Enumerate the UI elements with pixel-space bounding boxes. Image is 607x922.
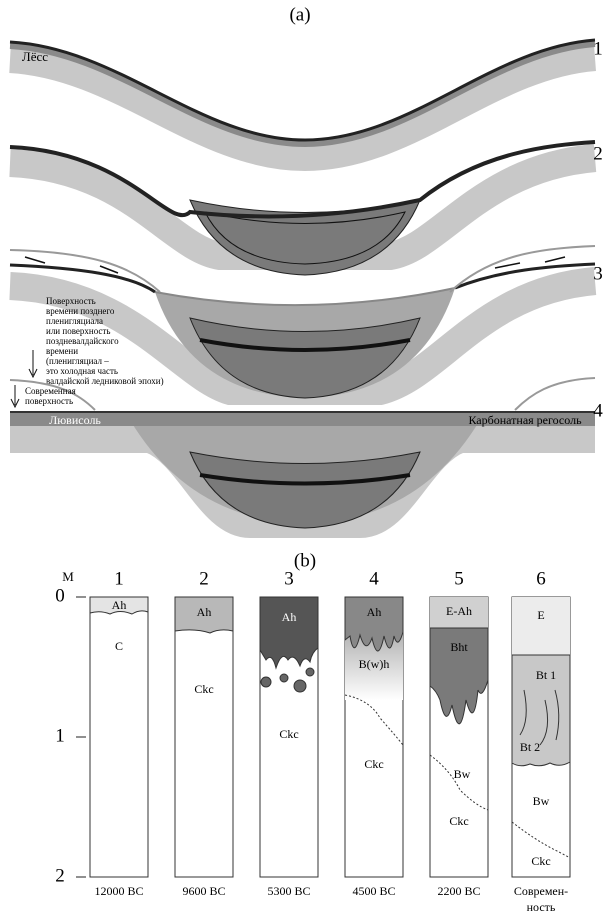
panel-label: (b) — [294, 550, 316, 571]
horizon-label: Ah — [282, 610, 297, 624]
column-texts: 1 Ah C 12000 BC 2 Ah Ckc 9600 BC 3 Ah Ck… — [94, 568, 568, 913]
horizon-label: Ah — [112, 598, 127, 612]
column-number: 5 — [454, 568, 464, 589]
axis-tick-label: 1 — [55, 725, 65, 746]
luvisol-label: Лювисоль — [49, 413, 101, 427]
date-label: 2200 BC — [437, 884, 480, 898]
row-number: 3 — [593, 263, 603, 284]
horizon-label: Bt 2 — [520, 740, 540, 754]
annotation-line: или поверхность — [46, 326, 110, 336]
date-label: 12000 BC — [94, 884, 143, 898]
row-number: 4 — [593, 400, 603, 421]
column-number: 2 — [199, 568, 209, 589]
modern-surface-label: поверхность — [25, 396, 73, 406]
date-label: 5300 BC — [267, 884, 310, 898]
horizon-label: Ckc — [364, 757, 383, 771]
date-label: Современ- — [514, 884, 568, 898]
column-number: 6 — [536, 568, 546, 589]
axis-unit: М — [62, 569, 74, 584]
axis-ticks — [76, 597, 86, 877]
column-number: 3 — [284, 568, 294, 589]
horizon-label: Ah — [367, 605, 382, 619]
horizon-label: C — [115, 639, 123, 653]
date-label: ность — [527, 900, 556, 914]
horizon-label: E-Ah — [446, 604, 472, 618]
horizon-label: Bw — [533, 794, 550, 808]
annotation-line: поздневалдайского — [46, 336, 119, 346]
modern-surface-label: Современная — [25, 386, 76, 396]
horizon-label: Bw — [454, 767, 471, 781]
panel-label: (a) — [289, 4, 310, 25]
row-number: 1 — [593, 38, 603, 59]
figure: (a) Лёсс Поверхность времени позднего пл… — [0, 0, 607, 917]
annotation-line: времени позднего — [46, 306, 115, 316]
regosol-label: Карбонатная регосоль — [468, 413, 582, 427]
annotation-line: времени — [46, 346, 78, 356]
profiles — [90, 597, 570, 877]
column-number: 4 — [369, 568, 379, 589]
row-number: 2 — [593, 143, 603, 164]
horizon-label: Bht — [450, 640, 468, 654]
horizon-label: Ckc — [531, 854, 550, 868]
horizon-label: Ckc — [279, 727, 298, 741]
horizon-label: Bt 1 — [536, 668, 556, 682]
horizon-label: Ckc — [194, 682, 213, 696]
annotation-line: Поверхность — [46, 296, 96, 306]
axis-tick-label: 0 — [55, 585, 65, 606]
horizon-label: Ah — [197, 605, 212, 619]
date-label: 4500 BC — [352, 884, 395, 898]
loess-label: Лёсс — [22, 49, 48, 64]
horizon-label: Ckc — [449, 814, 468, 828]
annotation-line: это холодная часть — [46, 366, 118, 376]
horizon-label: B(w)h — [359, 657, 390, 671]
column-number: 1 — [114, 568, 124, 589]
annotation-line: валдайской ледниковой эпохи) — [46, 376, 164, 386]
annotation-line: (пленигляциал – — [46, 356, 109, 366]
section-1 — [10, 40, 595, 158]
horizon-label: E — [537, 608, 544, 622]
axis-tick-label: 2 — [55, 865, 65, 886]
annotation-line: пленигляциала — [46, 316, 103, 326]
date-label: 9600 BC — [182, 884, 225, 898]
